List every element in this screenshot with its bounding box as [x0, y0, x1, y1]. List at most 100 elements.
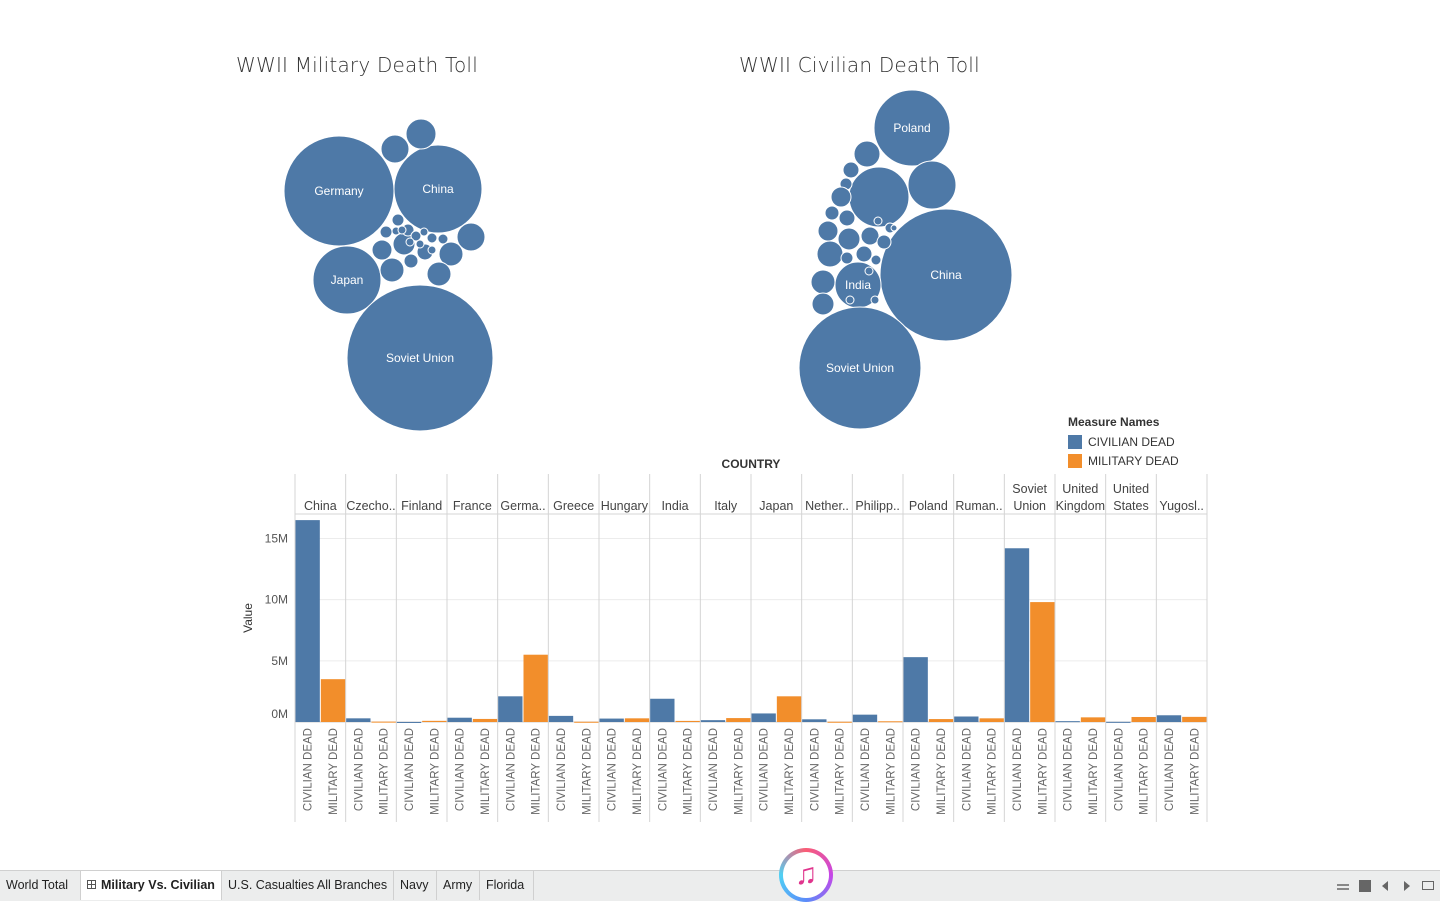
bar-civilian-dead[interactable] [852, 714, 878, 722]
country-header-label[interactable]: Union [1013, 499, 1046, 513]
bar-military-dead[interactable] [979, 718, 1004, 722]
military-bubble[interactable] [426, 261, 452, 287]
tab-navy[interactable]: Navy [394, 871, 437, 900]
civilian-bubble[interactable] [853, 140, 881, 168]
bar-military-dead[interactable] [726, 718, 751, 722]
bar-military-dead[interactable] [624, 718, 650, 722]
bar-military-dead[interactable] [574, 721, 599, 723]
military-bubble[interactable] [427, 245, 437, 255]
bar-civilian-dead[interactable] [1055, 721, 1080, 723]
civilian-bubble[interactable] [838, 209, 856, 227]
country-header-label[interactable]: States [1113, 499, 1148, 513]
country-header-label[interactable]: Germa.. [500, 499, 545, 513]
military-bubble[interactable] [379, 257, 405, 283]
military-bubble[interactable] [391, 213, 405, 227]
bar-military-dead[interactable] [371, 721, 396, 723]
scroll-right-icon[interactable] [1404, 881, 1410, 891]
country-header-label[interactable]: Poland [909, 499, 948, 513]
bar-civilian-dead[interactable] [396, 721, 422, 723]
country-header-label[interactable]: Ruman.. [955, 499, 1002, 513]
bar-military-dead[interactable] [320, 679, 346, 722]
bar-military-dead[interactable] [1080, 717, 1106, 722]
civilian-bubble[interactable] [842, 161, 860, 179]
tab-florida[interactable]: Florida [480, 871, 534, 900]
country-header-label[interactable]: Hungary [601, 499, 649, 513]
military-bubble[interactable] [437, 233, 449, 245]
country-header-label[interactable]: Yugosl.. [1159, 499, 1203, 513]
civilian-bubble[interactable] [837, 227, 861, 251]
bar-civilian-dead[interactable] [1156, 715, 1182, 722]
bar-military-dead[interactable] [523, 654, 548, 722]
military-bubble[interactable] [393, 144, 483, 234]
military-bubble[interactable] [456, 222, 486, 252]
country-header-label[interactable]: Italy [714, 499, 738, 513]
military-bubble[interactable] [419, 227, 429, 237]
bar-civilian-dead[interactable] [802, 719, 827, 722]
country-header-label[interactable]: Greece [553, 499, 594, 513]
military-bubble[interactable] [438, 241, 464, 267]
bar-military-dead[interactable] [1030, 602, 1055, 722]
civilian-bubble[interactable] [811, 292, 835, 316]
civilian-bubble[interactable] [879, 208, 1013, 342]
civilian-bubble[interactable] [830, 186, 852, 208]
civilian-bubble[interactable] [864, 266, 874, 276]
bar-civilian-dead[interactable] [548, 715, 574, 722]
bar-military-dead[interactable] [422, 720, 447, 722]
bar-civilian-dead[interactable] [295, 520, 320, 722]
bar-military-dead[interactable] [1182, 716, 1207, 722]
country-header-label[interactable]: Finland [401, 499, 442, 513]
bar-civilian-dead[interactable] [700, 720, 726, 722]
tab-army[interactable]: Army [437, 871, 480, 900]
bar-civilian-dead[interactable] [599, 718, 624, 722]
civilian-bubble[interactable] [824, 205, 840, 221]
military-bubble[interactable] [426, 232, 438, 244]
bar-civilian-dead[interactable] [903, 657, 928, 722]
bar-civilian-dead[interactable] [498, 696, 523, 722]
military-bubble[interactable] [397, 225, 407, 235]
military-bubble[interactable] [403, 253, 419, 269]
military-bubble[interactable] [371, 239, 393, 261]
civilian-bubble[interactable] [870, 254, 882, 266]
tab-military-vs-civilian[interactable]: Military Vs. Civilian [81, 871, 222, 900]
bar-civilian-dead[interactable] [447, 717, 472, 722]
bar-military-dead[interactable] [928, 719, 954, 722]
civilian-bubble[interactable] [890, 224, 898, 232]
civilian-bubble[interactable] [845, 295, 855, 305]
bar-civilian-dead[interactable] [650, 698, 675, 722]
bar-civilian-dead[interactable] [346, 718, 371, 722]
bar-civilian-dead[interactable] [1106, 721, 1131, 723]
country-header-label[interactable]: Czecho.. [346, 499, 395, 513]
bar-civilian-dead[interactable] [954, 716, 979, 722]
country-header-label[interactable]: United [1113, 482, 1149, 496]
civilian-bubble[interactable] [907, 160, 957, 210]
military-bubble[interactable] [405, 118, 437, 150]
country-header-label[interactable]: Japan [759, 499, 793, 513]
civilian-bubble[interactable] [860, 226, 880, 246]
bar-civilian-dead[interactable] [1004, 548, 1030, 722]
military-bubble[interactable] [380, 134, 410, 164]
bar-military-dead[interactable] [776, 696, 802, 722]
civilian-bubble[interactable] [876, 234, 892, 250]
country-header-label[interactable]: Nether.. [805, 499, 849, 513]
view-list-icon[interactable] [1337, 880, 1349, 892]
military-bubble[interactable] [405, 237, 415, 247]
legend-item-military[interactable]: MILITARY DEAD [1068, 454, 1179, 468]
military-bubble[interactable] [346, 284, 494, 432]
country-header-label[interactable]: Philipp.. [855, 499, 899, 513]
civilian-bubble[interactable] [873, 216, 883, 226]
country-header-label[interactable]: China [304, 499, 337, 513]
civilian-bubble[interactable] [840, 251, 854, 265]
country-header-label[interactable]: Soviet [1012, 482, 1047, 496]
country-header-label[interactable]: Kingdom [1056, 499, 1105, 513]
country-header-label[interactable]: India [661, 499, 688, 513]
military-bubble[interactable] [415, 239, 425, 249]
civilian-bubble[interactable] [873, 89, 951, 167]
civilian-bubble[interactable] [855, 245, 873, 263]
legend-item-civilian[interactable]: CIVILIAN DEAD [1068, 435, 1179, 449]
bar-military-dead[interactable] [675, 720, 700, 722]
country-header-label[interactable]: United [1062, 482, 1098, 496]
country-header-label[interactable]: France [453, 499, 492, 513]
presentation-icon[interactable] [1422, 881, 1434, 890]
bar-military-dead[interactable] [878, 721, 903, 723]
civilian-bubble[interactable] [870, 295, 880, 305]
